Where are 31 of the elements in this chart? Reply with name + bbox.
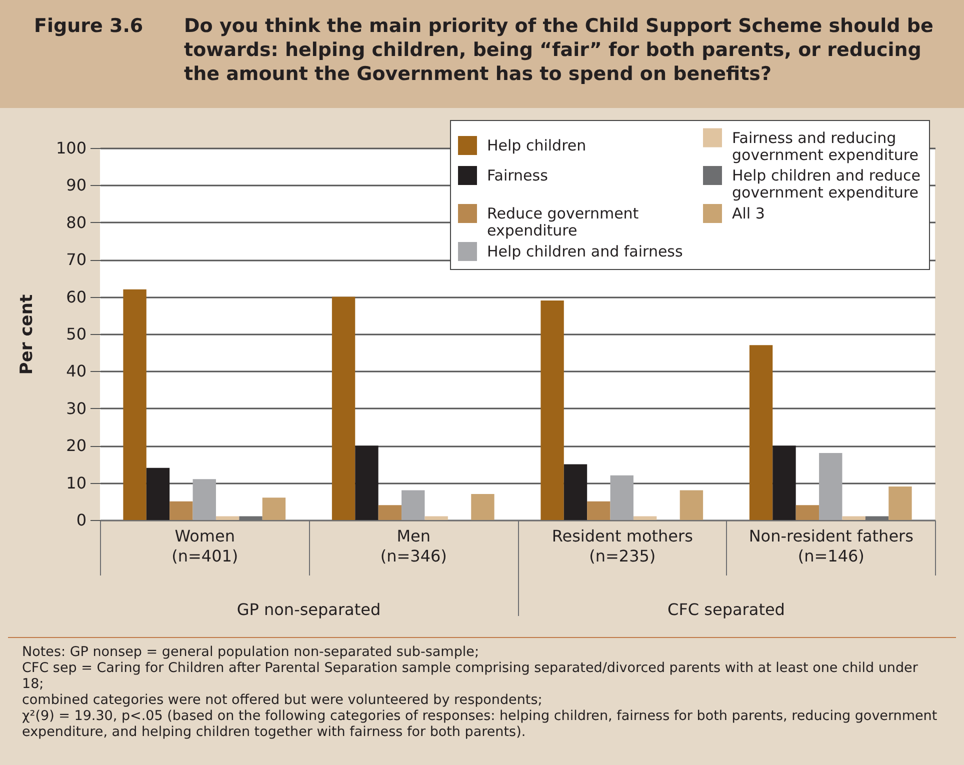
x-tick-label: Resident mothers (n=235) xyxy=(552,526,693,566)
legend-label: Help children and fairness xyxy=(487,242,683,260)
text: χ²(9) = 19.30, p<.05 (based on the following categories of responses: helping children, fairness for both parents, reducing government expenditure, and helping children together with fairness for both parents). xyxy=(22,708,938,740)
y-tick-label: 100 xyxy=(56,138,86,158)
chart-title: Figure 3.6 xyxy=(34,14,144,39)
y-tick-label: 10 xyxy=(66,473,86,492)
y-tick-label: 30 xyxy=(66,398,86,418)
chart-subtitle: Do you think the main priority of the Child Support Scheme should be towards: helping children, being “fair” for both parents, or reducing the amount the Government has to spend on benefits? xyxy=(184,14,934,86)
legend-label: Help children xyxy=(487,136,586,155)
text: CFC separated xyxy=(666,600,786,619)
y-tick-label: 90 xyxy=(66,176,86,195)
y-axis-title: Per cent xyxy=(16,294,37,375)
y-tick-label: 40 xyxy=(66,362,86,381)
text: Notes: GP nonsep = general population non-separated sub-sample; xyxy=(22,644,480,660)
legend-label: All 3 xyxy=(732,204,765,222)
text: combined categories were not offered but were volunteered by respondents; xyxy=(22,692,544,708)
legend-label: Help children and reduce government expenditure xyxy=(732,166,920,202)
y-tick-label: 60 xyxy=(66,287,86,306)
y-tick-label: 70 xyxy=(66,250,86,270)
y-tick-label: 50 xyxy=(66,324,86,344)
legend-label: Reduce government expenditure xyxy=(487,204,639,240)
x-tick-label: Women (n=401) xyxy=(172,526,238,566)
y-tick-label: 20 xyxy=(66,436,86,456)
text: GP non-separated xyxy=(236,600,382,619)
y-tick-label: 80 xyxy=(66,212,86,232)
text: CFC sep = Caring for Children after Parental Separation sample comprising separated/divorced parents with at least one child under 18; xyxy=(22,660,919,692)
y-tick-label: 0 xyxy=(76,510,86,530)
x-tick-label: Non-resident fathers (n=146) xyxy=(748,526,914,566)
legend-label: Fairness and reducing government expenditure xyxy=(732,128,918,164)
x-tick-label: Men (n=346) xyxy=(380,526,447,566)
legend-label: Fairness xyxy=(487,166,548,184)
